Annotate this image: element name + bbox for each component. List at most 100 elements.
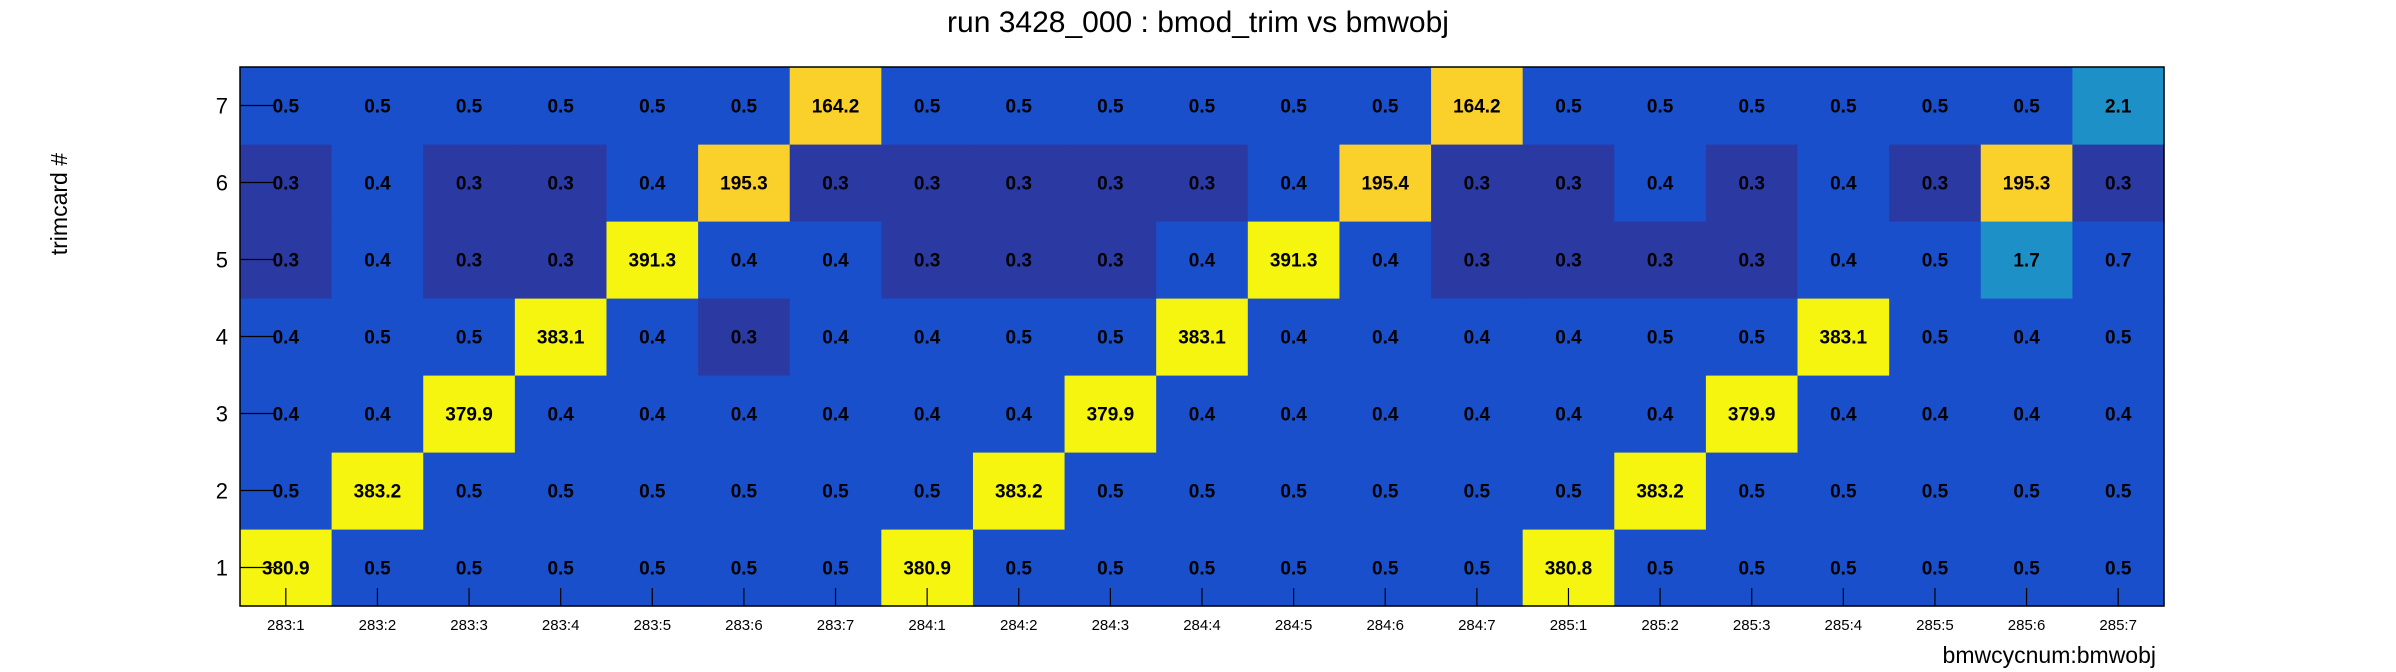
- cell-value-label: 391.3: [1270, 251, 1318, 272]
- cell-value-label: 0.4: [822, 328, 849, 349]
- heatmap-cell: [698, 144, 791, 222]
- heatmap-cell: [514, 452, 608, 530]
- heatmap-cell: [2072, 144, 2165, 222]
- cell-value-label: 0.4: [1189, 251, 1216, 272]
- x-tick-label: 284:1: [908, 617, 946, 634]
- heatmap-cell: [1156, 375, 1249, 453]
- heatmap-cell: [514, 221, 608, 299]
- cell-value-label: 0.5: [273, 482, 300, 503]
- cell-value-label: 0.5: [1555, 482, 1582, 503]
- cell-value-label: 0.4: [1555, 405, 1582, 426]
- cell-value-label: 0.5: [1097, 482, 1124, 503]
- heatmap-cell: [698, 375, 791, 453]
- cell-value-label: 0.5: [2105, 328, 2132, 349]
- cell-value-label: 0.3: [1922, 174, 1948, 195]
- heatmap-cell: [1889, 375, 1982, 453]
- x-tick-label: 283:3: [450, 617, 488, 634]
- x-tick-label: 285:5: [1916, 617, 1954, 634]
- heatmap-cell: [789, 452, 882, 530]
- cell-value-label: 383.2: [1636, 482, 1684, 503]
- heatmap-cell: [1889, 67, 1982, 145]
- y-tick-label: 6: [216, 171, 228, 196]
- y-tick-label: 4: [216, 325, 228, 350]
- heatmap-cell: [331, 375, 424, 453]
- cell-value-label: 391.3: [629, 251, 677, 272]
- cell-value-label: 0.4: [731, 405, 758, 426]
- cell-value-label: 0.5: [2013, 97, 2040, 118]
- cell-value-label: 0.4: [639, 174, 666, 195]
- cell-value-label: 0.4: [2013, 405, 2040, 426]
- cell-value-label: 0.4: [2013, 328, 2040, 349]
- x-tick-label: 284:2: [1000, 617, 1038, 634]
- cell-value-label: 0.3: [1006, 251, 1032, 272]
- heatmap-cell: [972, 452, 1066, 530]
- cell-value-label: 0.5: [547, 97, 574, 118]
- cell-value-label: 0.3: [1189, 174, 1215, 195]
- heatmap-cell: [1797, 67, 1890, 145]
- heatmap-cell: [789, 298, 882, 376]
- cell-value-label: 0.5: [456, 559, 483, 580]
- x-tick-label: 284:3: [1092, 617, 1130, 634]
- cell-value-label: 0.4: [1555, 328, 1582, 349]
- heatmap-cell: [606, 298, 699, 376]
- heatmap-cell: [1247, 67, 1341, 145]
- heatmap-cell: [1614, 452, 1707, 530]
- cell-value-label: 0.5: [1189, 559, 1216, 580]
- cell-value-label: 195.3: [2003, 174, 2051, 195]
- heatmap-cell: [1797, 452, 1890, 530]
- cell-value-label: 0.3: [1738, 174, 1764, 195]
- cell-value-label: 0.5: [1006, 559, 1033, 580]
- cell-value-label: 0.4: [822, 405, 849, 426]
- x-tick-label: 284:5: [1275, 617, 1313, 634]
- cell-value-label: 0.4: [1189, 405, 1216, 426]
- heatmap-cell: [1339, 298, 1432, 376]
- cell-value-label: 0.3: [822, 174, 848, 195]
- heatmap-cell: [1522, 67, 1615, 145]
- cell-value-label: 0.5: [1922, 251, 1949, 272]
- cell-value-label: 0.5: [731, 482, 758, 503]
- heatmap-cell: [1705, 144, 1799, 222]
- cell-value-label: 0.5: [1280, 97, 1307, 118]
- heatmap-cell: [1889, 221, 1982, 299]
- cell-value-label: 0.5: [1830, 97, 1857, 118]
- cell-value-label: 0.3: [1006, 174, 1032, 195]
- heatmap-cell: [2072, 221, 2165, 299]
- heatmap-cell: [1156, 67, 1249, 145]
- cell-value-label: 0.4: [364, 405, 391, 426]
- heatmap-cell: [698, 298, 791, 376]
- y-axis-title: trimcard #: [46, 153, 72, 255]
- heatmap-cell: [1980, 298, 2073, 376]
- cell-value-label: 0.7: [2105, 251, 2131, 272]
- heatmap-cell: [2072, 67, 2165, 145]
- x-tick-label: 284:6: [1366, 617, 1404, 634]
- cell-value-label: 0.4: [1647, 174, 1674, 195]
- heatmap-cell: [972, 221, 1066, 299]
- cell-value-label: 0.5: [1006, 97, 1033, 118]
- heatmap-cell: [972, 375, 1066, 453]
- y-tick-label: 7: [216, 94, 228, 119]
- cell-value-label: 379.9: [445, 405, 493, 426]
- cell-value-label: 0.4: [273, 328, 300, 349]
- heatmap-cell: [1064, 375, 1157, 453]
- heatmap-cell: [423, 144, 516, 222]
- heatmap-cell: [789, 375, 882, 453]
- heatmap-cell: [606, 221, 699, 299]
- heatmap-cell: [606, 452, 699, 530]
- heatmap-cell: [789, 144, 882, 222]
- heatmap-cell: [1247, 144, 1341, 222]
- cell-value-label: 0.5: [1189, 97, 1216, 118]
- x-tick-label: 285:3: [1733, 617, 1771, 634]
- y-tick-label: 5: [216, 248, 228, 273]
- cell-value-label: 0.3: [1464, 251, 1490, 272]
- heatmap-cell: [1614, 375, 1707, 453]
- cell-value-label: 0.3: [731, 328, 757, 349]
- cell-value-label: 164.2: [812, 97, 860, 118]
- heatmap-cell: [1889, 298, 1982, 376]
- cell-value-label: 0.4: [914, 405, 941, 426]
- cell-value-label: 383.1: [1820, 328, 1868, 349]
- heatmap-cell: [423, 298, 516, 376]
- heatmap-cell: [1614, 67, 1707, 145]
- heatmap-cell: [1522, 144, 1615, 222]
- heatmap-cell: [1247, 298, 1341, 376]
- cell-value-label: 0.5: [1738, 482, 1765, 503]
